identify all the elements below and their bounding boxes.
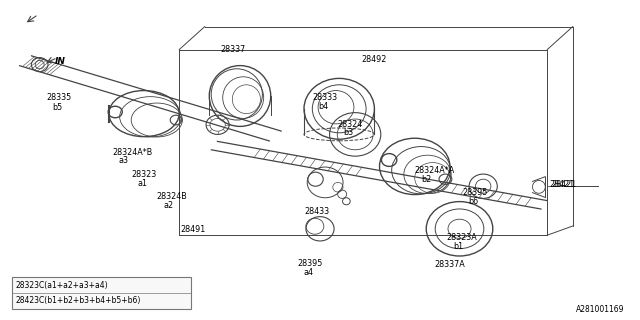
Text: 28491: 28491 [180,225,205,234]
Text: 28324: 28324 [337,120,362,129]
Text: IN: IN [54,57,65,66]
Text: 28324A*B: 28324A*B [112,148,152,156]
Text: b3: b3 [344,128,354,137]
Text: 28335: 28335 [46,93,71,102]
Text: 28423C(b1+b2+b3+b4+b5+b6): 28423C(b1+b2+b3+b4+b5+b6) [16,296,141,305]
Text: 28333: 28333 [312,93,337,102]
Text: b2: b2 [421,175,431,184]
Text: 28323A: 28323A [447,233,477,242]
Text: b4: b4 [319,102,329,111]
Text: 28323C(a1+a2+a3+a4): 28323C(a1+a2+a3+a4) [16,281,109,290]
Text: 28324A*A: 28324A*A [415,166,455,175]
Text: b1: b1 [453,242,463,251]
Text: 28421: 28421 [552,180,577,189]
Text: a1: a1 [138,179,148,188]
Text: 28324B: 28324B [157,192,188,201]
Text: 28323: 28323 [131,170,156,179]
Text: 28492: 28492 [362,55,387,64]
Text: a3: a3 [118,156,129,165]
Text: a4: a4 [304,268,314,277]
Text: a2: a2 [163,201,173,210]
Text: 28433: 28433 [304,207,329,216]
Text: b5: b5 [52,103,63,112]
Text: 28421: 28421 [549,180,574,189]
Text: b6: b6 [468,197,479,206]
Text: 28395: 28395 [462,188,488,197]
Text: 28337A: 28337A [434,260,465,269]
Bar [12,277,191,309]
Text: 28395: 28395 [298,260,323,268]
Text: 28337: 28337 [221,45,246,54]
Text: A281001169: A281001169 [575,305,624,314]
